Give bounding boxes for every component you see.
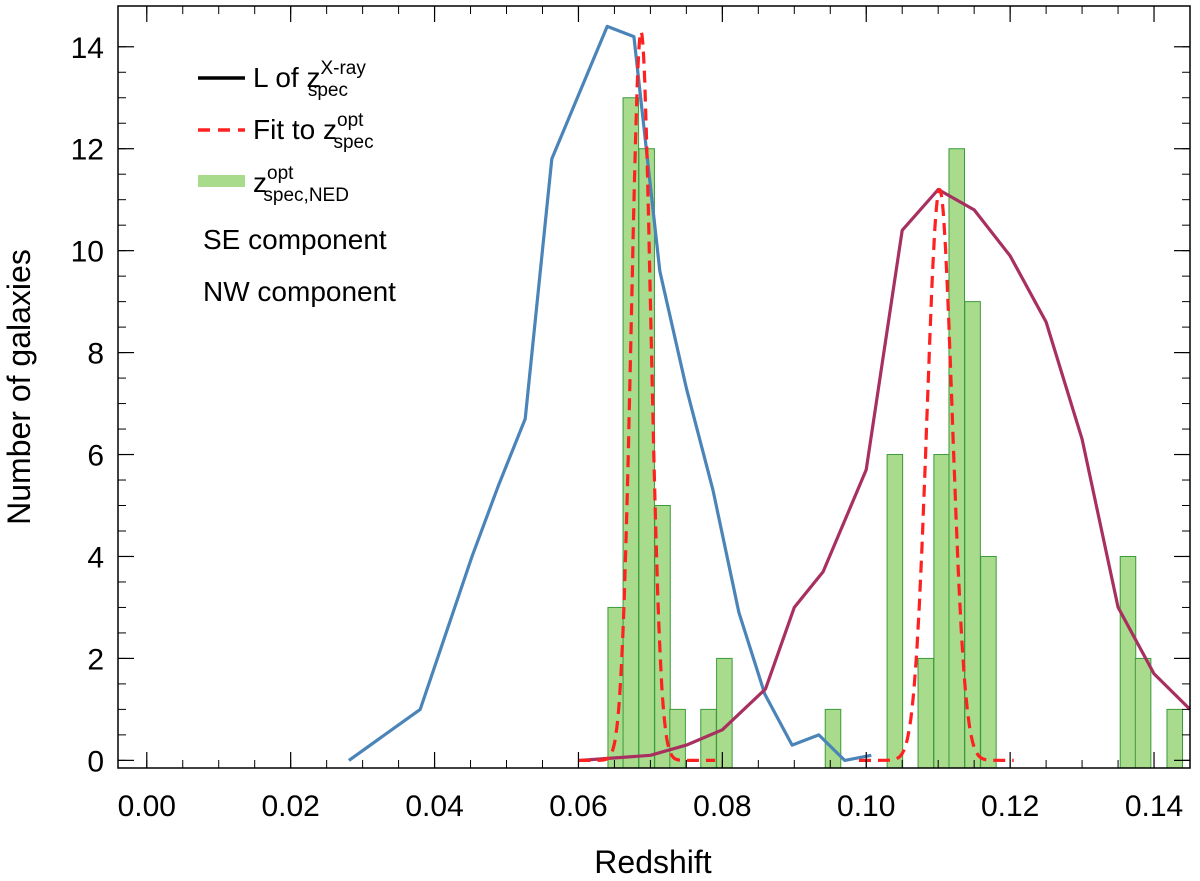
histogram-bar-10	[933, 454, 950, 769]
y-axis-title: Number of galaxies	[1, 249, 37, 525]
annotation-nw-component: NW component	[203, 276, 396, 307]
histogram-bar-15	[1134, 657, 1152, 769]
histogram-bar-7	[824, 708, 842, 769]
y-tick-label: 14	[71, 32, 104, 65]
histogram-bar-8	[886, 454, 904, 769]
series-line-nw-component	[580, 187, 1192, 762]
histogram-bar-9	[917, 657, 935, 769]
y-tick-label: 12	[71, 134, 104, 167]
y-tick-label: 6	[87, 440, 104, 473]
x-tick-label: 0.02	[261, 790, 319, 823]
x-tick-label: 0.04	[405, 790, 463, 823]
histogram-bars	[607, 97, 1184, 769]
histogram-bar-6	[716, 657, 733, 769]
histogram-bar-14	[1119, 555, 1137, 769]
line-series	[347, 24, 1192, 762]
y-tick-labels: 0 2 4 6 8 10 12 14	[71, 32, 104, 779]
x-tick-label: 0.10	[837, 790, 895, 823]
y-tick-label: 8	[87, 338, 104, 371]
legend-swatch-green-bar	[198, 175, 245, 187]
x-axis-title: Redshift	[594, 844, 712, 880]
y-tick-label: 0	[87, 745, 104, 778]
annotation-se-component: SE component	[203, 224, 387, 255]
axis-ticks	[118, 6, 1191, 768]
legend: L of zX-ray spec Fit to zopt spec zopt spec…	[198, 58, 396, 307]
series-line-fit-to-z-spec-opt-0	[577, 30, 717, 762]
x-tick-label: 0.08	[693, 790, 751, 823]
y-tick-label: 4	[87, 541, 104, 574]
histogram-bar-13	[980, 555, 997, 769]
plot-frame	[117, 5, 1191, 769]
y-tick-label: 2	[87, 643, 104, 676]
x-tick-label: 0.06	[549, 790, 607, 823]
histogram-bar-16	[1166, 708, 1184, 769]
series-line-fit-to-z-spec-opt-1	[858, 187, 1015, 762]
x-tick-label: 0.12	[981, 790, 1039, 823]
histogram-bar-3	[654, 505, 671, 769]
legend-label-ned: zopt spec,NED	[253, 163, 349, 206]
histogram-bar-1	[622, 97, 640, 769]
y-tick-label: 10	[71, 236, 104, 269]
histogram-bar-2	[638, 148, 655, 769]
legend-label-fit: Fit to zopt spec	[253, 110, 374, 153]
legend-label-likelihood: L of zX-ray spec	[253, 58, 366, 101]
histogram-bar-11	[948, 148, 966, 769]
x-tick-label: 0.00	[118, 790, 176, 823]
x-tick-label: 0.14	[1125, 790, 1183, 823]
x-tick-labels: 0.00 0.02 0.04 0.06 0.08 0.10 0.12 0.14	[118, 790, 1184, 823]
